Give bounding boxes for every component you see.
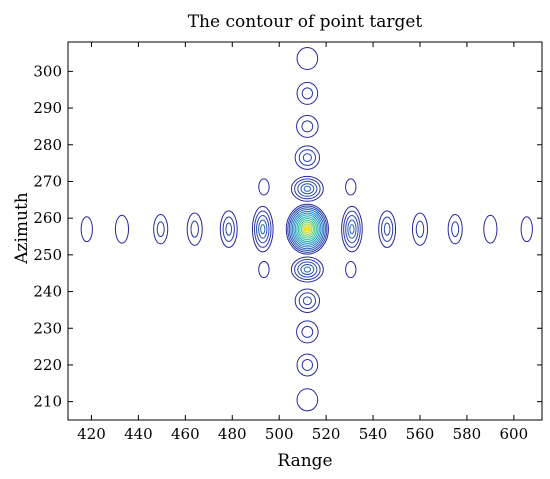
main-lobe-ring [303,225,311,234]
azimuth-sidelobe-ring [294,178,321,200]
main-lobe-ring [299,219,316,239]
y-tick-label: 220 [33,356,62,374]
x-tick-label: 520 [312,425,341,443]
azimuth-sidelobe-ring [294,145,321,170]
x-tick-label: 560 [406,425,435,443]
chart-title: The contour of point target [188,12,423,32]
azimuth-sidelobe-ring [301,120,314,133]
y-axis-label: Azimuth [12,192,32,265]
range-sidelobe-ring [451,221,460,238]
main-lobe-ring [288,207,326,252]
range-sidelobe-ring [251,205,274,253]
azimuth-sidelobe-ring [298,149,316,166]
range-sidelobe-ring [156,221,165,238]
x-tick-label: 600 [500,425,529,443]
x-tick-label: 420 [77,425,106,443]
range-sidelobe-ring [222,216,235,242]
range-sidelobe-ring [225,222,233,236]
x-tick-label: 480 [218,425,247,443]
azimuth-sidelobe-ring [303,185,312,192]
y-tick-label: 290 [33,99,62,117]
y-tick-label: 300 [33,62,62,80]
corner-sidelobe-ring [258,260,270,279]
azimuth-sidelobe-ring [300,183,315,195]
azimuth-sidelobe-ring [298,292,316,310]
main-lobe-ring [294,214,320,244]
range-sidelobe-ring [483,214,498,244]
azimuth-sidelobe-ring [296,81,319,105]
y-tick-label: 280 [33,136,62,154]
main-lobe-ring [290,209,325,250]
range-sidelobe-ring [256,215,270,244]
range-sidelobe-ring [153,213,169,245]
x-tick-label: 540 [359,425,388,443]
range-sidelobe-ring [343,210,361,248]
range-sidelobe-ring [258,219,268,239]
x-tick-label: 440 [124,425,153,443]
range-sidelobe-ring [447,213,463,245]
azimuth-sidelobe-ring [294,288,321,313]
azimuth-sidelobe-ring [296,388,319,412]
azimuth-sidelobe-ring [296,47,319,71]
azimuth-sidelobe-ring [290,175,324,202]
azimuth-sidelobe-ring [296,353,319,377]
azimuth-sidelobe-ring [297,180,318,197]
range-sidelobe-ring [411,212,428,246]
x-tick-label: 460 [171,425,200,443]
range-sidelobe-ring [254,210,272,248]
range-sidelobe-ring [345,215,359,244]
corner-sidelobe-ring [345,178,357,196]
peak-mark [304,226,311,232]
main-lobe-ring [300,221,314,237]
y-tick-label: 240 [33,283,62,301]
azimuth-sidelobe-ring [300,264,315,276]
range-sidelobe-ring [383,222,391,236]
main-lobe-ring [296,216,319,243]
range-sidelobe-ring [219,210,238,249]
range-sidelobe-ring [347,219,357,239]
range-sidelobe-ring [378,210,397,249]
azimuth-sidelobe-ring [301,325,314,338]
range-sidelobe-ring [114,214,130,244]
azimuth-sidelobe-ring [296,320,319,344]
range-sidelobe-ring [186,212,203,246]
azimuth-sidelobe-ring [296,114,319,138]
main-lobe-ring [285,203,329,255]
azimuth-sidelobe-ring [302,296,312,306]
azimuth-sidelobe-ring [303,266,312,273]
main-lobe-ring [293,212,322,246]
main-lobe-ring [302,223,313,236]
range-sidelobe-ring [80,216,93,243]
azimuth-sidelobe-ring [290,256,324,283]
y-tick-label: 230 [33,319,62,337]
corner-sidelobe-ring [345,260,357,279]
azimuth-sidelobe-ring [301,358,314,371]
range-sidelobe-ring [349,224,355,235]
range-sidelobe-ring [260,224,266,235]
y-tick-label: 260 [33,209,62,227]
y-tick-label: 210 [33,393,62,411]
y-tick-label: 270 [33,172,62,190]
plot-area [80,47,533,412]
corner-sidelobe-ring [258,178,270,196]
plot-frame [67,41,543,421]
axis-ticks: 420 440 460 480 500 520 540 560 580 600 210 220 230 2… [33,42,542,443]
x-tick-label: 580 [453,425,482,443]
range-sidelobe-ring [520,216,533,243]
main-lobe-ring [297,217,317,241]
main-lobe-ring [287,205,328,253]
range-sidelobe-ring [341,205,363,253]
range-sidelobe-ring [381,216,394,242]
x-axis-label: Range [277,451,332,471]
azimuth-sidelobe-ring [302,153,312,163]
main-lobe-ring [291,210,323,248]
azimuth-sidelobe-ring [301,87,314,100]
azimuth-sidelobe-ring [294,259,321,281]
azimuth-sidelobe-ring [297,261,318,278]
x-tick-label: 500 [265,425,294,443]
range-sidelobe-ring [190,220,199,238]
range-sidelobe-ring [415,220,425,238]
y-tick-label: 250 [33,246,62,264]
